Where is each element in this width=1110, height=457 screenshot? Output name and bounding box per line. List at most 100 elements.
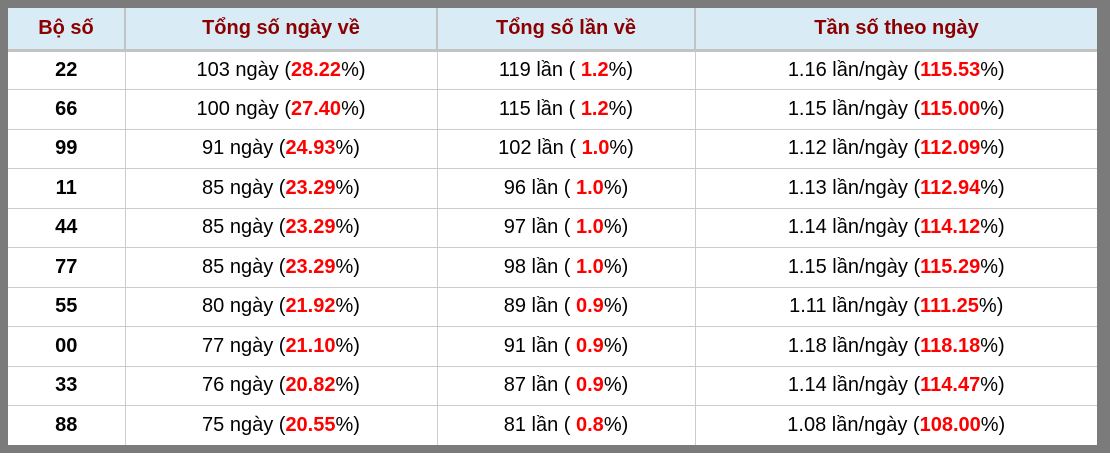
- value-text: 80 ngày (: [202, 295, 286, 318]
- percent-value: 118.18: [920, 334, 981, 357]
- value-text: %): [980, 97, 1005, 120]
- cell-frequency-per-day: 1.15 lần/ngày (115.29%): [694, 247, 1097, 287]
- cell-total-times: 87 lần ( 0.9%): [436, 365, 695, 406]
- cell-total-days: 85 ngày (23.29%): [124, 168, 437, 208]
- value-text: %): [980, 414, 1006, 436]
- percent-value: 112.09: [920, 137, 981, 160]
- value-text: 77 ngày (: [202, 334, 286, 357]
- value-text: %): [980, 334, 1005, 357]
- value-text: %): [980, 176, 1005, 199]
- value-text: 1.14 lần/ngày (: [787, 216, 921, 239]
- percent-value: 1.2: [580, 58, 609, 81]
- percent-value: 1.2: [580, 97, 609, 120]
- value-text: 98 lần (: [503, 255, 576, 278]
- value-text: 91 ngày (: [202, 137, 286, 160]
- cell-pair: 44: [8, 207, 125, 248]
- table-row: 88 75 ngày (20.55%) 81 lần ( 0.8%) 1.08 lần…: [8, 405, 1097, 445]
- cell-total-times: 97 lần ( 1.0%): [436, 207, 695, 248]
- value-text: %): [980, 216, 1005, 239]
- table-body: 22 103 ngày (28.22%) 119 lần ( 1.2%) 1.16 l…: [8, 50, 1097, 445]
- cell-frequency-per-day: 1.14 lần/ngày (114.12%): [694, 207, 1097, 248]
- value-text: 89 lần (: [503, 295, 576, 318]
- value-text: %): [603, 334, 629, 357]
- percent-value: 21.92: [285, 295, 336, 318]
- percent-value: 0.8: [576, 414, 604, 436]
- header-row: Bộ số Tổng số ngày về Tổng số lần về Tần…: [8, 8, 1097, 52]
- value-text: %): [978, 295, 1004, 318]
- value-text: 76 ngày (: [202, 374, 286, 397]
- percent-value: 23.29: [285, 255, 336, 278]
- lottery-pair-stats-table: Bộ số Tổng số ngày về Tổng số lần về Tần…: [8, 8, 1097, 445]
- value-text: 81 lần (: [503, 414, 576, 436]
- cell-frequency-per-day: 1.18 lần/ngày (118.18%): [694, 326, 1097, 366]
- value-text: %): [603, 414, 629, 436]
- cell-frequency-per-day: 1.11 lần/ngày (111.25%): [694, 286, 1097, 327]
- cell-pair: 11: [8, 168, 125, 208]
- percent-value: 1.0: [576, 176, 604, 199]
- table-row: 22 103 ngày (28.22%) 119 lần ( 1.2%) 1.16 l…: [8, 50, 1097, 90]
- value-text: 96 lần (: [503, 176, 576, 199]
- percent-value: 115.00: [920, 97, 981, 120]
- percent-value: 108.00: [919, 414, 981, 436]
- cell-total-times: 81 lần ( 0.8%): [436, 405, 695, 445]
- value-text: 1.18 lần/ngày (: [787, 334, 921, 357]
- cell-total-days: 75 ngày (20.55%): [124, 405, 437, 445]
- value-text: %): [341, 97, 366, 120]
- value-text: %): [335, 374, 360, 397]
- percent-value: 23.29: [285, 216, 336, 239]
- table-row: 66 100 ngày (27.40%) 115 lần ( 1.2%) 1.15 l…: [8, 89, 1097, 129]
- value-text: 87 lần (: [503, 374, 576, 397]
- percent-value: 21.10: [285, 334, 336, 357]
- value-text: 75 ngày (: [202, 414, 286, 436]
- percent-value: 114.12: [920, 216, 981, 239]
- percent-value: 20.82: [285, 374, 336, 397]
- column-header-total-times: Tổng số lần về: [436, 8, 695, 52]
- cell-frequency-per-day: 1.14 lần/ngày (114.47%): [694, 365, 1097, 406]
- table-row: 00 77 ngày (21.10%) 91 lần ( 0.9%) 1.18 lần…: [8, 326, 1097, 366]
- cell-pair: 33: [8, 365, 125, 406]
- value-text: %): [603, 216, 629, 239]
- cell-total-times: 89 lần ( 0.9%): [436, 286, 695, 327]
- cell-total-days: 103 ngày (28.22%): [124, 50, 437, 90]
- cell-pair: 99: [8, 128, 125, 169]
- percent-value: 24.93: [285, 137, 336, 160]
- column-header-frequency-per-day: Tần số theo ngày: [694, 8, 1097, 52]
- column-header-total-days: Tổng số ngày về: [124, 8, 437, 52]
- cell-pair: 55: [8, 286, 125, 327]
- value-text: %): [980, 255, 1005, 278]
- cell-total-times: 96 lần ( 1.0%): [436, 168, 695, 208]
- cell-pair: 22: [55, 58, 78, 81]
- value-text: %): [603, 176, 629, 199]
- value-text: %): [980, 58, 1005, 81]
- table-header: Bộ số Tổng số ngày về Tổng số lần về Tần…: [8, 8, 1097, 52]
- value-text: 97 lần (: [503, 216, 576, 239]
- value-text: 1.08 lần/ngày (: [787, 414, 920, 436]
- cell-frequency-per-day: 1.13 lần/ngày (112.94%): [694, 168, 1097, 208]
- percent-value: 20.55: [285, 414, 336, 436]
- value-text: %): [335, 334, 360, 357]
- cell-total-times: 98 lần ( 1.0%): [436, 247, 695, 287]
- table-row: 99 91 ngày (24.93%) 102 lần ( 1.0%) 1.12 lầ…: [8, 128, 1097, 169]
- table-row: 55 80 ngày (21.92%) 89 lần ( 0.9%) 1.11 lần…: [8, 286, 1097, 327]
- cell-total-days: 77 ngày (21.10%): [124, 326, 437, 366]
- cell-total-times: 102 lần ( 1.0%): [436, 128, 695, 169]
- value-text: %): [609, 137, 634, 160]
- table-row: 77 85 ngày (23.29%) 98 lần ( 1.0%) 1.15 lần…: [8, 247, 1097, 287]
- cell-total-days: 80 ngày (21.92%): [124, 286, 437, 327]
- cell-total-days: 76 ngày (20.82%): [124, 365, 437, 406]
- percent-value: 115.53: [920, 58, 981, 81]
- value-text: 91 lần (: [503, 334, 576, 357]
- value-text: %): [603, 374, 629, 397]
- value-text: 1.15 lần/ngày (: [787, 97, 921, 120]
- cell-pair: 66: [8, 89, 125, 129]
- value-text: 100 ngày (: [196, 97, 291, 120]
- value-text: 103 ngày (: [196, 58, 291, 81]
- value-text: %): [980, 137, 1005, 160]
- value-text: 1.11 lần/ngày (: [789, 295, 920, 318]
- percent-value: 1.0: [581, 137, 610, 160]
- cell-total-days: 100 ngày (27.40%): [124, 89, 437, 129]
- cell-pair: 00: [8, 326, 125, 366]
- percent-value: 23.29: [285, 176, 336, 199]
- table-row: 11 85 ngày (23.29%) 96 lần ( 1.0%) 1.13 lần…: [8, 168, 1097, 208]
